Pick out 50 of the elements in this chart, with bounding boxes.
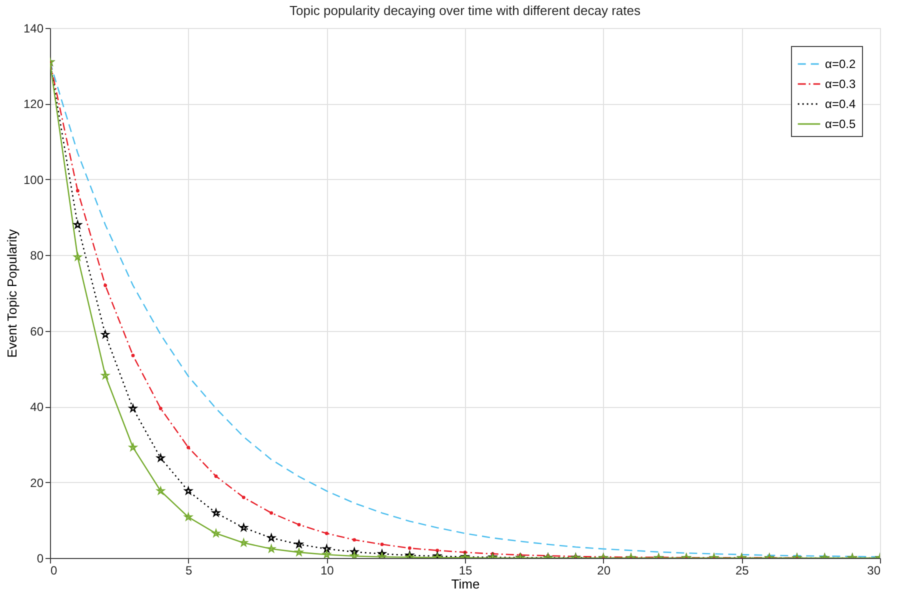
point [158,406,162,410]
point [104,284,108,288]
chart-title: Topic popularity decaying over time with different decay rates [290,3,641,18]
point [350,552,358,558]
point [184,512,192,521]
y-axis-title: Event Topic Popularity [4,228,20,358]
legend-label: α=0.5 [825,117,856,131]
x-tick-label: 0 [50,564,58,578]
point [76,189,80,193]
point [324,532,328,536]
point [270,511,274,515]
point [214,474,218,478]
x-tick-label: 5 [185,564,192,578]
y-tick-label: 0 [36,552,44,566]
x-axis-title: Time [451,576,480,592]
point [240,538,248,546]
x-tick-label: 15 [458,564,472,578]
point [186,446,190,450]
point [322,544,331,552]
legend-label: α=0.3 [825,77,856,91]
x-tick-label: 20 [597,564,611,578]
point [322,550,331,558]
x-tick-label: 10 [320,564,334,578]
point [131,354,135,358]
point [297,522,301,526]
point [267,534,276,542]
y-tick-label: 60 [30,324,44,338]
point [408,546,412,550]
point [74,220,82,228]
y-tick-label: 100 [23,172,44,187]
point [74,252,82,260]
y-tick-label: 80 [30,248,44,263]
y-tick-label: 40 [30,400,44,414]
point [352,538,356,542]
point [242,496,246,500]
point [380,542,384,546]
point [267,544,276,552]
y-tick-label: 20 [30,476,44,490]
legend-label: α=0.4 [825,97,856,111]
point [350,548,358,556]
y-tick-label: 120 [23,97,44,112]
point [184,486,192,494]
legend-label: α=0.2 [825,57,856,71]
x-tick-label: 25 [735,564,750,578]
x-tick-label: 30 [867,564,881,578]
y-tick-label: 140 [23,22,44,36]
point [436,548,440,552]
point [156,454,165,462]
point [101,371,110,379]
point [156,486,165,494]
